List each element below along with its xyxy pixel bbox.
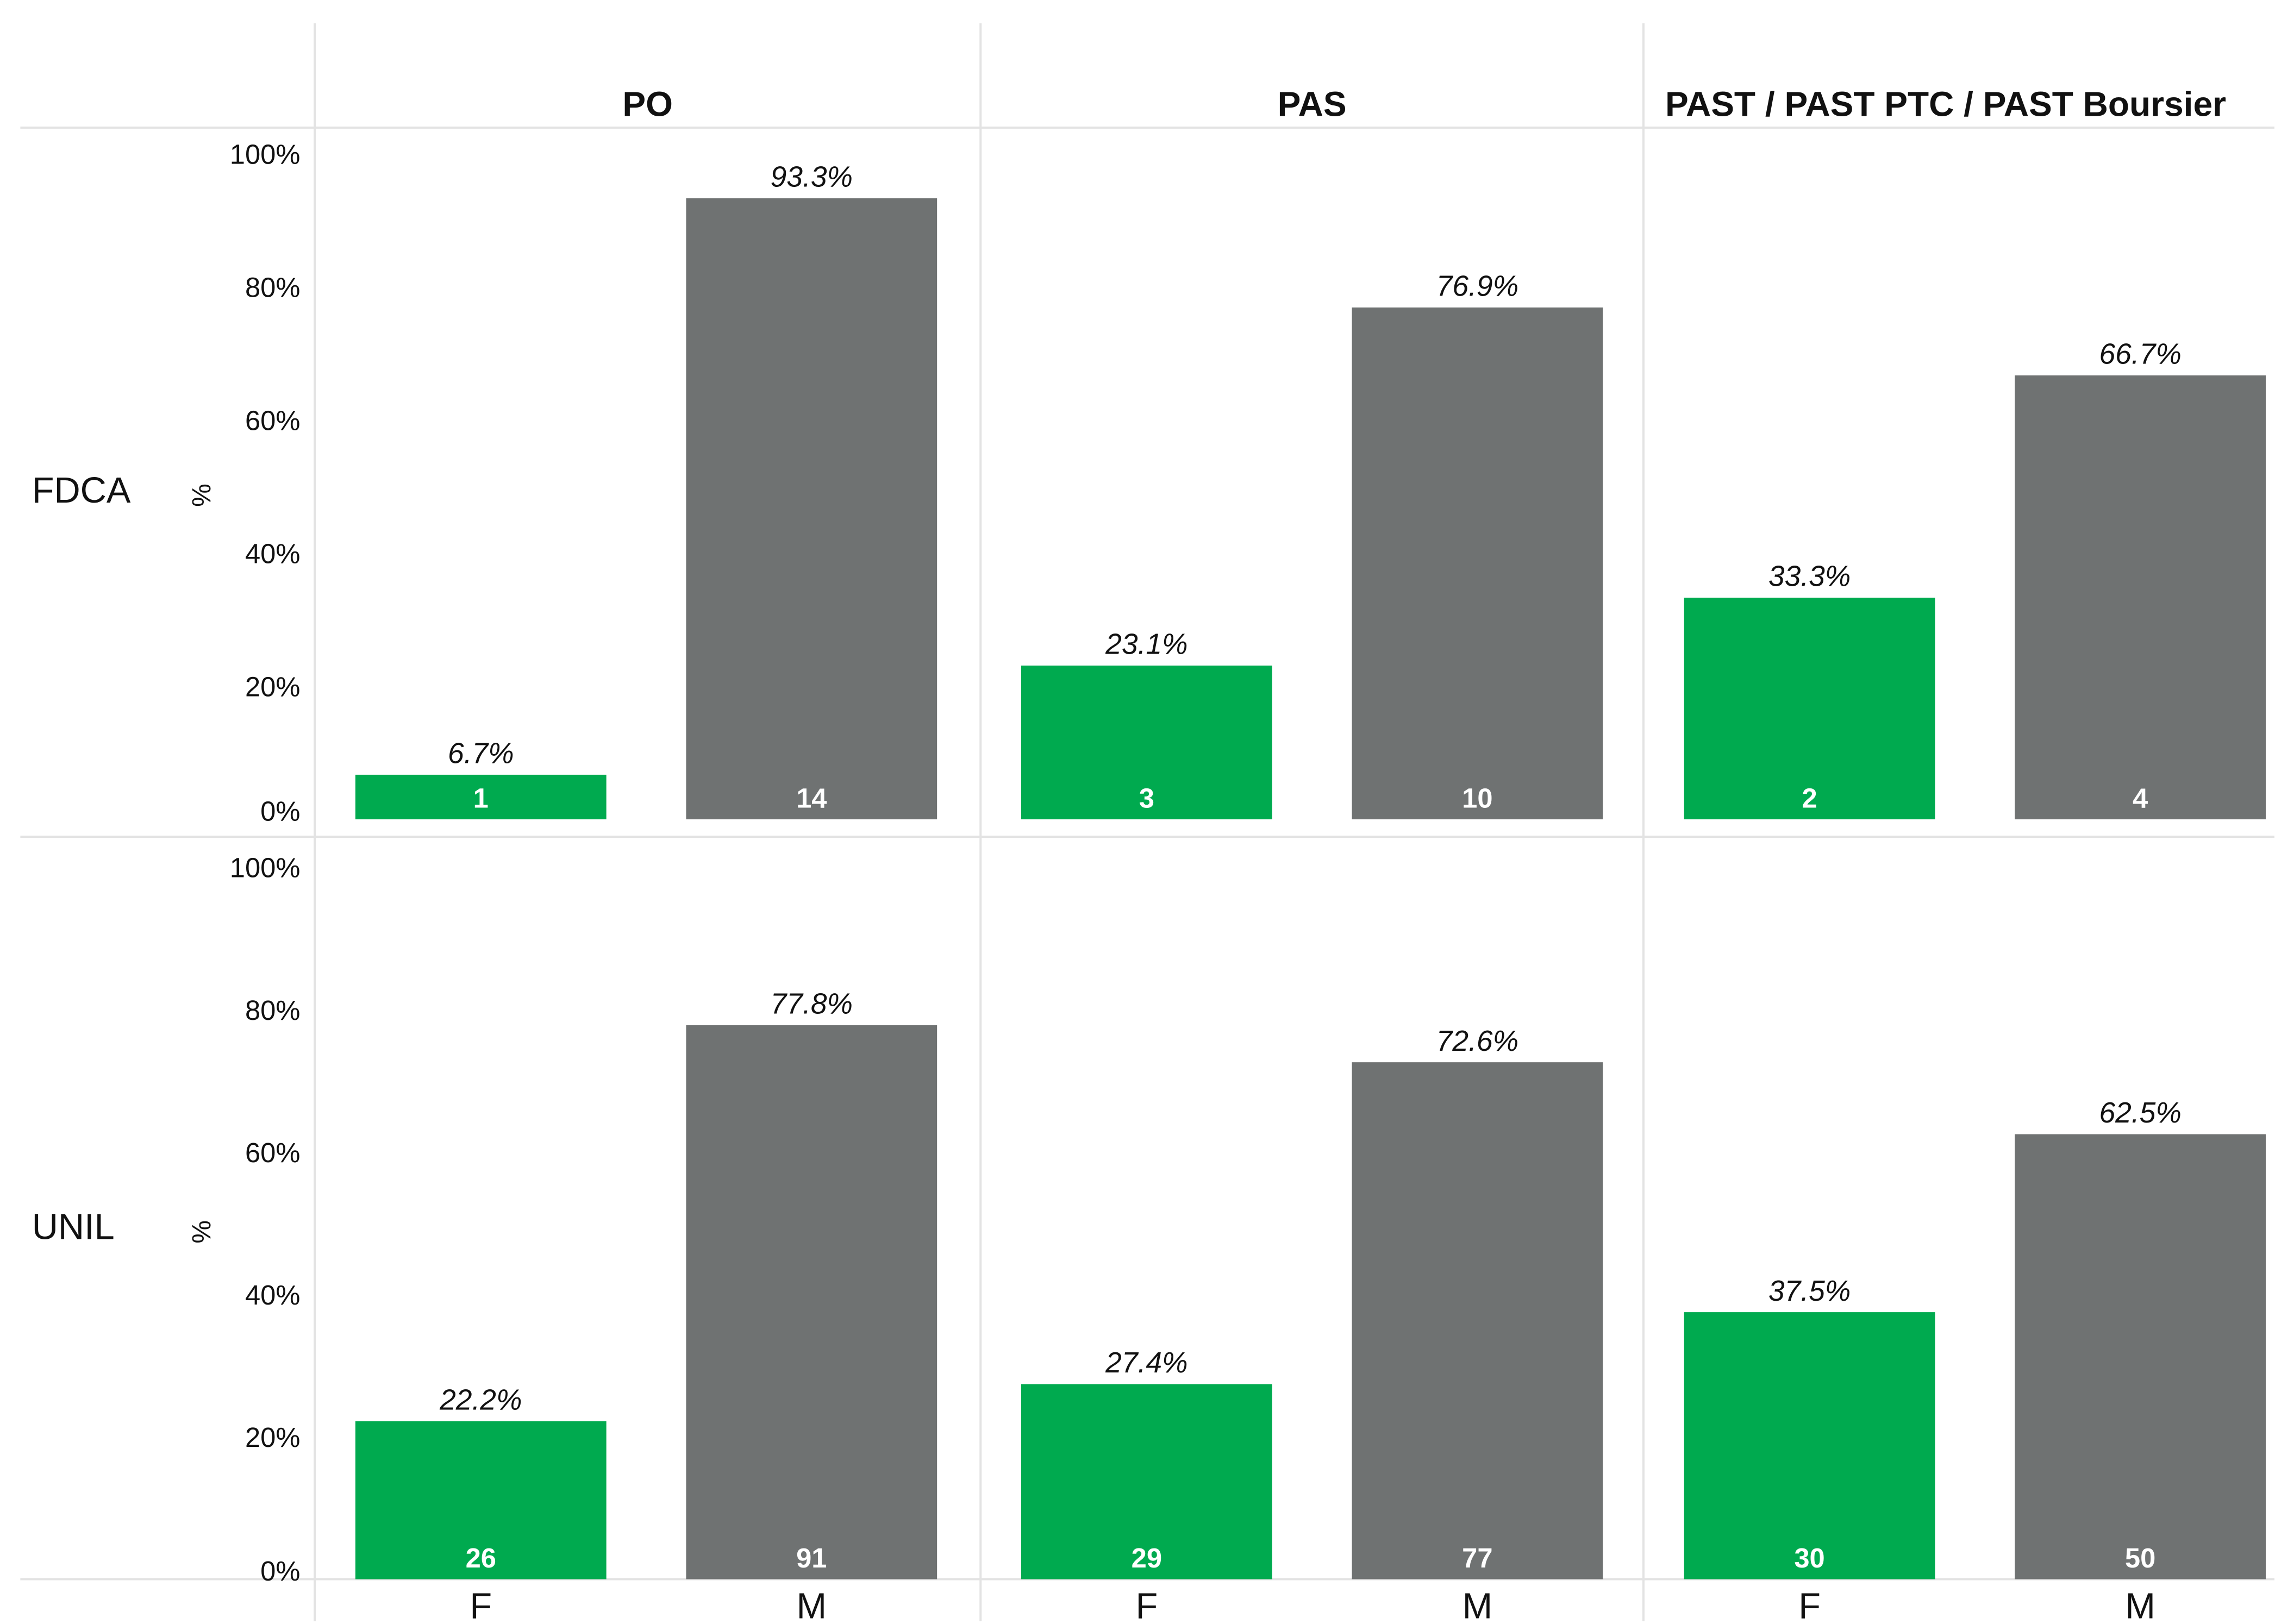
column-header: PAS bbox=[1278, 85, 1347, 124]
bar-m bbox=[686, 198, 938, 819]
bar-count-label: 29 bbox=[1132, 1543, 1162, 1573]
bar-count-label: 1 bbox=[473, 783, 489, 814]
bar-count-label: 2 bbox=[1802, 783, 1817, 814]
bar-value-label: 6.7% bbox=[448, 738, 514, 770]
bar-value-label: 22.2% bbox=[439, 1384, 522, 1416]
bar-count-label: 3 bbox=[1139, 783, 1154, 814]
y-axis-title: % bbox=[188, 1220, 216, 1244]
bar-f bbox=[1021, 665, 1272, 819]
bar-value-label: 77.8% bbox=[771, 988, 853, 1020]
column-header: PAST / PAST PTC / PAST Boursier bbox=[1665, 85, 2226, 124]
y-tick-label: 40% bbox=[245, 538, 300, 569]
bar-count-label: 77 bbox=[1462, 1543, 1492, 1573]
bar-m bbox=[1352, 1062, 1603, 1579]
bar-value-label: 23.1% bbox=[1105, 629, 1188, 661]
row-header: FDCA bbox=[32, 471, 131, 511]
bar-value-label: 93.3% bbox=[771, 161, 853, 193]
y-tick-label: 80% bbox=[245, 995, 300, 1026]
bar-m bbox=[1352, 307, 1603, 819]
y-axis-title: % bbox=[188, 484, 216, 507]
y-tick-label: 0% bbox=[260, 796, 300, 827]
bar-value-label: 62.5% bbox=[2099, 1097, 2181, 1129]
y-tick-label: 100% bbox=[230, 852, 301, 883]
bar-count-label: 4 bbox=[2133, 783, 2148, 814]
bar-f bbox=[355, 1421, 607, 1579]
bar-f bbox=[1021, 1384, 1272, 1579]
bar-m bbox=[686, 1025, 938, 1579]
bar-value-label: 72.6% bbox=[1436, 1025, 1518, 1057]
bar-m bbox=[2015, 1134, 2266, 1579]
y-tick-label: 100% bbox=[230, 139, 301, 170]
bar-f bbox=[1684, 1312, 1935, 1579]
bar-f bbox=[1684, 598, 1935, 819]
x-tick-label: F bbox=[470, 1587, 492, 1621]
y-tick-label: 40% bbox=[245, 1280, 300, 1311]
bar-f bbox=[355, 774, 607, 819]
bar-value-label: 76.9% bbox=[1436, 271, 1518, 303]
bar-count-label: 10 bbox=[1462, 783, 1492, 814]
bar-count-label: 91 bbox=[796, 1543, 827, 1573]
x-tick-label: M bbox=[797, 1587, 827, 1621]
bar-count-label: 30 bbox=[1794, 1543, 1824, 1573]
bar-value-label: 27.4% bbox=[1105, 1347, 1188, 1379]
bar-count-label: 50 bbox=[2125, 1543, 2155, 1573]
y-tick-label: 20% bbox=[245, 672, 300, 703]
bar-value-label: 66.7% bbox=[2099, 338, 2181, 371]
y-tick-label: 80% bbox=[245, 272, 300, 303]
x-tick-label: M bbox=[1462, 1587, 1493, 1621]
column-header: PO bbox=[622, 85, 673, 124]
y-tick-label: 60% bbox=[245, 1137, 300, 1168]
bar-count-label: 14 bbox=[796, 783, 827, 814]
bar-count-label: 26 bbox=[466, 1543, 496, 1573]
bar-m bbox=[2015, 375, 2266, 819]
x-tick-label: F bbox=[1798, 1587, 1821, 1621]
y-tick-label: 20% bbox=[245, 1422, 300, 1453]
x-tick-label: M bbox=[2125, 1587, 2155, 1621]
bar-value-label: 37.5% bbox=[1768, 1275, 1851, 1307]
row-header: UNIL bbox=[32, 1207, 115, 1247]
y-tick-label: 0% bbox=[260, 1556, 300, 1587]
bar-value-label: 33.3% bbox=[1768, 561, 1851, 593]
x-tick-label: F bbox=[1135, 1587, 1158, 1621]
y-tick-label: 60% bbox=[245, 405, 300, 436]
